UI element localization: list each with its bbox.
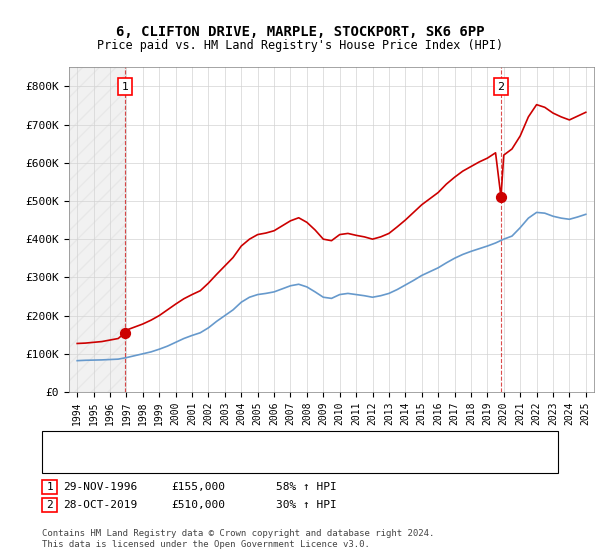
Text: 6, CLIFTON DRIVE, MARPLE, STOCKPORT, SK6 6PP: 6, CLIFTON DRIVE, MARPLE, STOCKPORT, SK6… — [116, 25, 484, 39]
Text: 29-NOV-1996: 29-NOV-1996 — [63, 482, 137, 492]
Text: 30% ↑ HPI: 30% ↑ HPI — [276, 500, 337, 510]
Text: 1: 1 — [121, 82, 128, 92]
Text: 1: 1 — [46, 482, 53, 492]
Bar — [69, 67, 125, 392]
Text: HPI: Average price, detached house, Stockport: HPI: Average price, detached house, Stoc… — [99, 452, 380, 463]
Text: £155,000: £155,000 — [171, 482, 225, 492]
Text: 2: 2 — [46, 500, 53, 510]
Text: 58% ↑ HPI: 58% ↑ HPI — [276, 482, 337, 492]
Point — [496, 193, 506, 202]
Text: Contains HM Land Registry data © Crown copyright and database right 2024.
This d: Contains HM Land Registry data © Crown c… — [42, 529, 434, 549]
Text: 2: 2 — [497, 82, 505, 92]
Text: £510,000: £510,000 — [171, 500, 225, 510]
Text: Price paid vs. HM Land Registry's House Price Index (HPI): Price paid vs. HM Land Registry's House … — [97, 39, 503, 52]
Text: 6, CLIFTON DRIVE, MARPLE, STOCKPORT, SK6 6PP (detached house): 6, CLIFTON DRIVE, MARPLE, STOCKPORT, SK6… — [99, 435, 480, 445]
Point — [120, 328, 130, 337]
Text: 28-OCT-2019: 28-OCT-2019 — [63, 500, 137, 510]
